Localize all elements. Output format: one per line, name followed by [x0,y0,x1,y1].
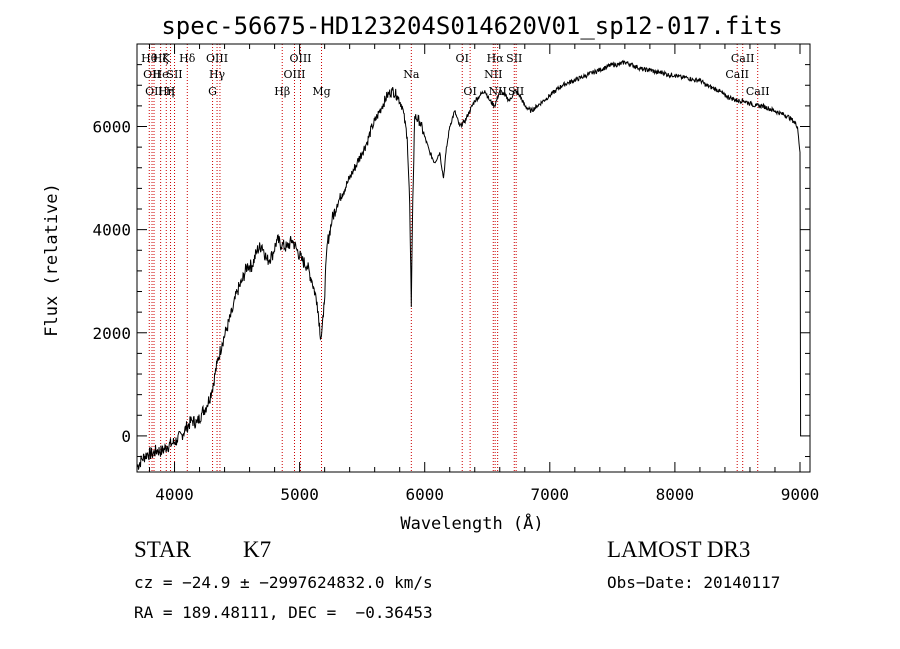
line-label: Hγ [209,68,226,81]
line-label: K [162,52,171,65]
y-axis-ticks: 0 2000 4000 6000 [92,64,810,458]
line-label: H [166,85,176,98]
x-axis-ticks: 4000 5000 6000 7000 8000 9000 [149,44,820,504]
y-tick-label: 0 [121,427,131,446]
line-label: Hη [158,85,174,98]
plot-frame [136,43,811,473]
line-label: OII [143,68,161,81]
line-label: Hζ [153,52,169,65]
line-markers [148,44,759,472]
line-label: CaII [725,68,749,81]
line-labels: Hθ OII OII Hζ He K HηH SII Hδ OIII Hγ G Hβ OIII OIII Mg… [141,52,769,98]
line-label: SII [166,68,182,81]
line-label: OI [456,52,469,65]
observation-date: Obs−Date: 20140117 [607,573,781,592]
line-label: SII [506,52,522,65]
y-tick-label: 6000 [92,118,131,137]
x-axis-label: Wavelength (Å) [400,512,543,534]
chart-title: spec-56675-HD123204S014620V01_sp12-017.f… [161,12,782,40]
line-label: NII [488,85,506,98]
line-label: G [208,85,217,98]
line-label: Hδ [179,52,196,65]
line-label: Hβ [274,85,290,98]
line-label: NII [484,68,502,81]
line-label: OII [145,85,163,98]
line-label: Na [403,68,420,81]
y-tick-label: 2000 [92,324,131,343]
line-label: OI [463,85,476,98]
x-tick-label: 6000 [405,485,444,504]
line-label: Hθ [141,52,158,65]
x-tick-label: 5000 [280,485,319,504]
line-label: OIII [289,52,311,65]
spectrum-line [136,59,802,470]
x-tick-label: 8000 [656,485,695,504]
y-tick-label: 4000 [92,221,131,240]
object-class: STAR [134,537,191,562]
object-subclass: K7 [243,537,272,562]
line-label: OIII [206,52,228,65]
y-axis-label: Flux (relative) [42,183,62,337]
x-tick-label: 9000 [781,485,820,504]
line-label: CaII [746,85,770,98]
x-tick-label: 7000 [531,485,570,504]
survey-name: LAMOST DR3 [607,537,751,562]
redshift-readout: cz = −24.9 ± −2997624832.0 km/s [134,573,433,592]
coordinates-readout: RA = 189.48111, DEC = −0.36453 [134,603,433,622]
line-label: Mg [312,85,330,98]
line-label: CaII [731,52,755,65]
line-label: He [153,68,169,81]
x-tick-label: 4000 [155,485,194,504]
line-label: Hα [487,52,505,65]
line-label: OIII [283,68,305,81]
